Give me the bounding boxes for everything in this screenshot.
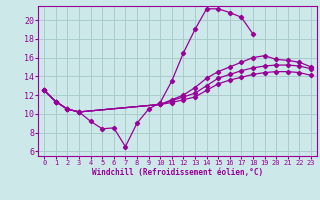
X-axis label: Windchill (Refroidissement éolien,°C): Windchill (Refroidissement éolien,°C) — [92, 168, 263, 177]
